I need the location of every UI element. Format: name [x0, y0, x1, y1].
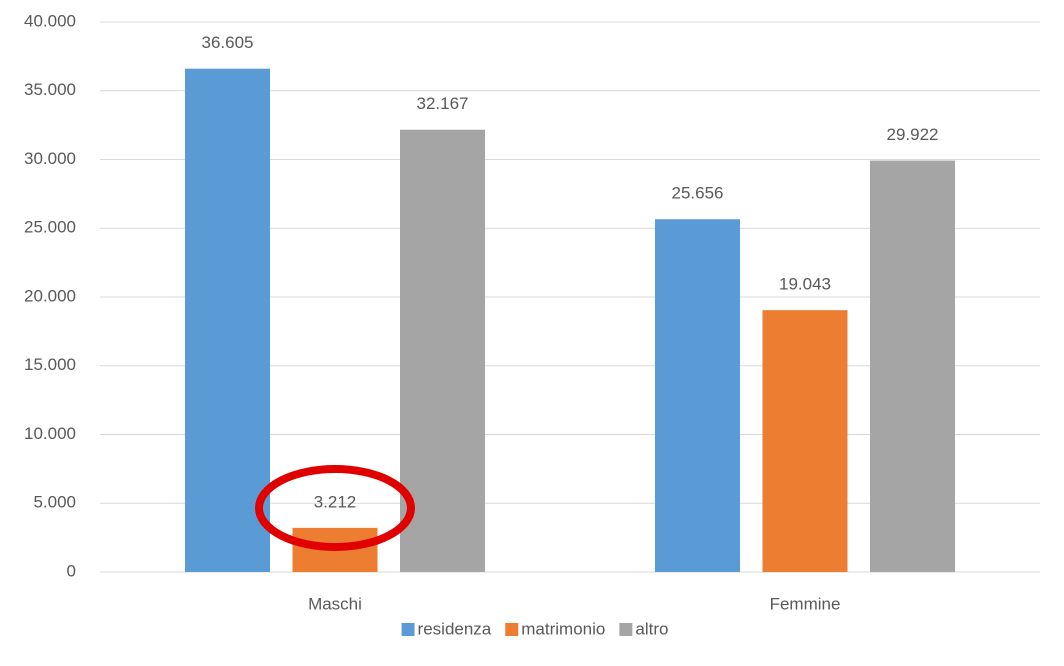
legend-swatch [505, 623, 519, 636]
legend-label: altro [635, 619, 668, 638]
data-label: 25.656 [672, 184, 724, 203]
plot: 0 5.000 10.000 15.000 20.000 25.000 30.000 35.0… [24, 11, 1040, 613]
legend-label: matrimonio [521, 619, 605, 638]
y-tick-label: 40.000 [24, 11, 76, 30]
bar [655, 219, 740, 573]
data-label: 36.605 [202, 33, 254, 52]
bar [185, 68, 270, 573]
legend-swatch [619, 623, 633, 636]
x-tick-label: Maschi [308, 594, 362, 613]
y-tick-label: 10.000 [24, 424, 76, 443]
legend: residenza matrimonio altro [401, 619, 668, 638]
x-tick-label: Femmine [770, 594, 841, 613]
data-label: 29.922 [887, 125, 939, 144]
y-tick-label: 30.000 [24, 149, 76, 168]
legend-swatch [401, 623, 415, 636]
y-tick-label: 15.000 [24, 355, 76, 374]
data-label: 19.043 [779, 275, 831, 294]
data-label: 32.167 [417, 94, 469, 113]
y-tick-label: 20.000 [24, 286, 76, 305]
highlight-circle [255, 465, 415, 551]
y-tick-label: 35.000 [24, 80, 76, 99]
bar [762, 310, 848, 572]
bar [400, 129, 485, 573]
data-label: 3.212 [314, 492, 357, 511]
y-tick-label: 0 [67, 561, 76, 580]
y-tick-label: 25.000 [24, 218, 76, 237]
legend-label: residenza [418, 619, 492, 638]
bar [870, 160, 955, 572]
y-tick-label: 5.000 [33, 493, 76, 512]
